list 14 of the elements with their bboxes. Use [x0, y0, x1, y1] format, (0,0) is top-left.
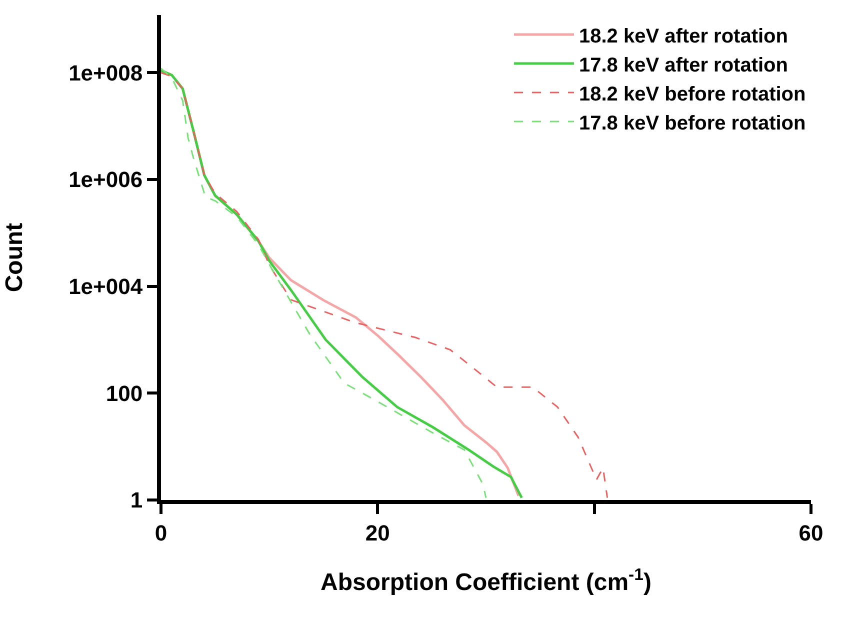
legend-label: 18.2 keV before rotation [579, 83, 806, 106]
y-tick-label: 1e+008 [68, 60, 143, 86]
y-axis-title: Count [1, 222, 28, 292]
y-tick-label: 1 [130, 488, 143, 513]
y-tick-label: 1e+004 [68, 274, 144, 300]
x-tick-label: 60 [798, 520, 824, 546]
y-tick-label: 1e+006 [68, 167, 143, 192]
y-tick-label: 100 [106, 380, 143, 406]
x-tick-label: 20 [365, 520, 390, 546]
legend-label: 18.2 keV after rotation [579, 25, 788, 48]
legend-label: 17.8 keV before rotation [579, 112, 806, 134]
x-axis-title: Absorption Coefficient (cm$^{-1}$) [320, 565, 652, 596]
legend-label: 17.8 keV after rotation [579, 54, 788, 76]
x-tick-label: 0 [154, 520, 168, 546]
